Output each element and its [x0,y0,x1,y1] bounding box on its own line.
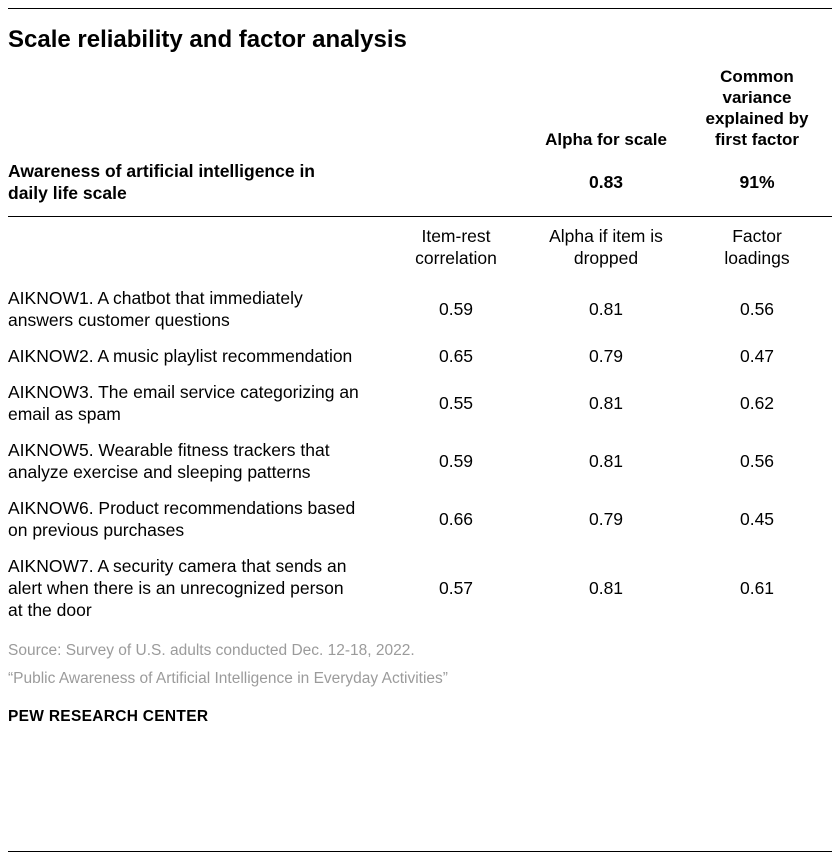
alpha-for-scale-header-label: Alpha for scale [545,130,667,149]
divider-rule [8,216,832,217]
table-row: AIKNOW2. A music playlist recommendation… [8,345,832,367]
factor-loading-value: 0.56 [739,298,775,319]
row-label: AIKNOW1. A chatbot that immediately answ… [8,288,303,330]
factor-loadings-header-label: Factor loadings [724,226,790,268]
table-row: AIKNOW6. Product recommendations based o… [8,497,832,541]
top-rule [8,8,832,9]
alpha-dropped-value: 0.79 [588,345,624,366]
bottom-rule [8,851,832,852]
source-line: Source: Survey of U.S. adults conducted … [8,642,415,659]
alpha-dropped-value: 0.81 [588,450,624,471]
item-rest-correlation-header: Item-rest correlation [382,225,530,269]
row-label: AIKNOW3. The email service categorizing … [8,382,359,424]
brand-line: PEW RESEARCH CENTER [8,708,209,725]
item-rest-value: 0.66 [438,508,474,529]
factor-loading-value: 0.45 [739,508,775,529]
factor-loading-value: 0.61 [739,577,775,598]
factor-loading-value: 0.47 [739,345,775,366]
row-label: AIKNOW7. A security camera that sends an… [8,556,347,620]
table-row: AIKNOW1. A chatbot that immediately answ… [8,287,832,331]
alpha-dropped-value: 0.81 [588,298,624,319]
alpha-if-dropped-header-label: Alpha if item is dropped [549,226,663,268]
page-title: Scale reliability and factor analysis [8,26,407,53]
factor-loadings-header: Factor loadings [682,225,832,269]
alpha-for-scale-header: Alpha for scale [530,129,682,150]
common-variance-header-label: Common variance explained by first facto… [705,67,809,149]
item-rest-value: 0.59 [438,450,474,471]
row-label: AIKNOW2. A music playlist recommendation [8,346,353,366]
row-label: AIKNOW6. Product recommendations based o… [8,498,356,540]
alpha-if-dropped-header: Alpha if item is dropped [530,225,682,269]
item-rest-value: 0.59 [438,298,474,319]
alpha-dropped-value: 0.81 [588,392,624,413]
table-row: AIKNOW5. Wearable fitness trackers that … [8,439,832,483]
factor-loading-value: 0.62 [739,392,775,413]
common-variance-header: Common variance explained by first facto… [682,66,832,150]
scale-label: Awareness of artificial intelligence in … [8,161,316,203]
table-row: AIKNOW3. The email service categorizing … [8,381,832,425]
scale-header-row: Alpha for scale Common variance explaine… [8,66,832,150]
subheader-spacer [8,225,382,269]
note-line: “Public Awareness of Artificial Intellig… [8,670,448,687]
factor-loading-value: 0.56 [739,450,775,471]
table-row: AIKNOW7. A security camera that sends an… [8,555,832,621]
scale-alpha-value: 0.83 [588,171,624,192]
scale-variance-value: 91% [739,171,775,192]
figure-footer: Source: Survey of U.S. adults conducted … [8,633,832,726]
row-label: AIKNOW5. Wearable fitness trackers that … [8,440,330,482]
item-rest-value: 0.55 [438,392,474,413]
alpha-dropped-value: 0.81 [588,577,624,598]
item-rest-correlation-header-label: Item-rest correlation [415,226,497,268]
scale-summary-row: Awareness of artificial intelligence in … [8,160,832,204]
item-rest-value: 0.57 [438,577,474,598]
item-rest-value: 0.65 [438,345,474,366]
column-header-row: Item-rest correlation Alpha if item is d… [8,225,832,269]
alpha-dropped-value: 0.79 [588,508,624,529]
